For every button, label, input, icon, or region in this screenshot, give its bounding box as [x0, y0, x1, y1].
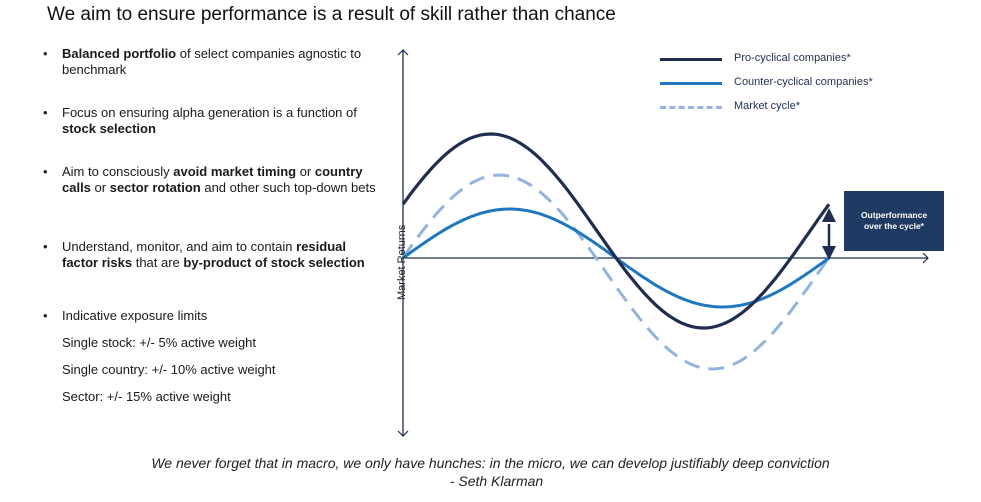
bullet-text-segment: or	[296, 164, 315, 179]
market-cycle-line	[401, 173, 831, 371]
bullet-text-segment: avoid market timing	[173, 164, 297, 179]
bullet-dot: •	[43, 46, 48, 61]
outperformance-callout: Outperformance over the cycle*	[844, 191, 944, 251]
bullet-exposure-limits: • Indicative exposure limits	[40, 308, 207, 324]
bullet-factor-risks: • Understand, monitor, and aim to contain…	[40, 239, 380, 271]
legend-swatch	[660, 106, 722, 109]
callout-line-1: Outperformance	[860, 210, 928, 220]
bullet-text-segment: Aim to consciously	[62, 164, 174, 179]
legend-swatch	[660, 82, 722, 85]
quote-text: We never forget that in macro, we only h…	[151, 455, 830, 471]
bullet-text-segment: stock selection	[62, 121, 156, 136]
bullet-text-segment: Indicative exposure limits	[62, 308, 208, 323]
bullet-avoid-timing: • Aim to consciously avoid market timing …	[40, 164, 380, 196]
bullet-text-segment: Balanced portfolio	[62, 46, 177, 61]
bullet-dot: •	[43, 239, 48, 254]
bullet-text-segment: country calls	[62, 164, 363, 195]
bullet-dot: •	[43, 164, 48, 179]
legend-label: Counter-cyclical companies*	[734, 76, 873, 88]
bullet-balanced-portfolio: • Balanced portfolio of select companies …	[40, 46, 380, 78]
legend-label: Market cycle*	[734, 100, 801, 112]
arrow-head-down	[822, 246, 836, 260]
limit-single-stock: Single stock: +/- 5% active weight	[62, 335, 257, 350]
bullet-text-segment: Understand, monitor, and aim to contain	[62, 239, 297, 254]
bullet-text-segment: or	[90, 180, 110, 195]
limit-sector: Sector: +/- 15% active weight	[62, 389, 231, 404]
bullet-dot: •	[43, 105, 48, 120]
pro-cyclical-line	[401, 132, 831, 330]
bullet-text-segment: sector rotation	[109, 180, 201, 195]
arrow-head-up	[822, 208, 836, 222]
bullet-text-segment: that are	[132, 255, 184, 270]
limit-single-country: Single country: +/- 10% active weight	[62, 362, 276, 377]
quote: We never forget that in macro, we only h…	[0, 454, 981, 490]
bullet-text-segment: and other such top-down bets	[200, 180, 376, 195]
page-title: We aim to ensure performance is a result…	[47, 4, 616, 25]
bullet-text-segment: Focus on ensuring alpha generation is a …	[62, 105, 357, 120]
legend-label: Pro-cyclical companies*	[734, 52, 851, 64]
bullet-text-segment: of select companies agnostic to benchmar…	[62, 46, 362, 77]
bullet-text-segment: by-product of stock selection	[183, 255, 365, 270]
bullet-dot: •	[43, 308, 48, 323]
quote-author: - Seth Klarman	[449, 473, 544, 489]
y-axis-label: Market Returns	[396, 224, 408, 300]
legend-swatch	[660, 58, 722, 61]
bullet-stock-selection: • Focus on ensuring alpha generation is a…	[40, 105, 380, 137]
callout-line-2: over the cycle*	[863, 221, 924, 231]
bullet-text-segment: residual factor risks	[62, 239, 346, 270]
